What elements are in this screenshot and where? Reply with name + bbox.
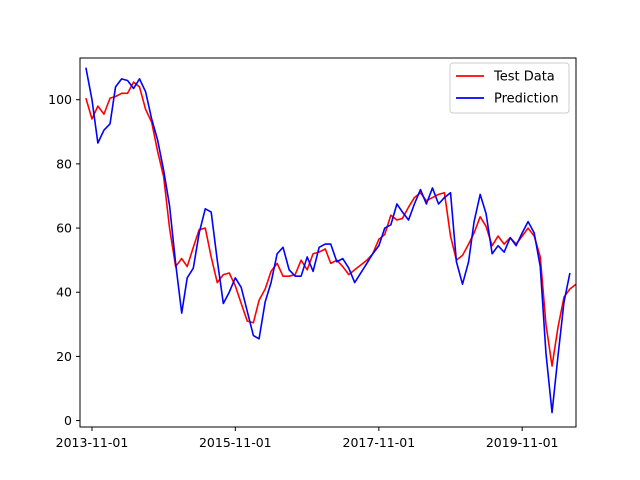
legend-label-test-data: Test Data — [493, 70, 555, 85]
y-tick-label: 20 — [56, 349, 72, 364]
y-tick-label: 80 — [56, 156, 72, 171]
legend-label-prediction: Prediction — [494, 92, 559, 107]
y-tick-label: 60 — [56, 221, 72, 236]
series-line-prediction — [85, 67, 571, 414]
plot-area — [79, 57, 577, 428]
series-layer — [85, 67, 577, 414]
axes-frame — [79, 57, 577, 428]
y-tick-label: 100 — [48, 92, 72, 107]
x-tick-label: 2015-11-01 — [199, 435, 272, 450]
x-tick-label: 2019-11-01 — [486, 435, 559, 450]
x-tick-label: 2017-11-01 — [343, 435, 416, 450]
x-axis: 2013-11-01 2015-11-01 2017-11-01 2019-11-01 — [56, 427, 559, 450]
y-tick-label: 0 — [64, 413, 72, 428]
series-line-test-data — [85, 81, 577, 367]
y-tick-label: 40 — [56, 285, 72, 300]
x-tick-label: 2013-11-01 — [56, 435, 129, 450]
y-axis: 0 20 40 60 80 100 — [48, 92, 80, 428]
legend: Test Data Prediction — [449, 62, 570, 114]
